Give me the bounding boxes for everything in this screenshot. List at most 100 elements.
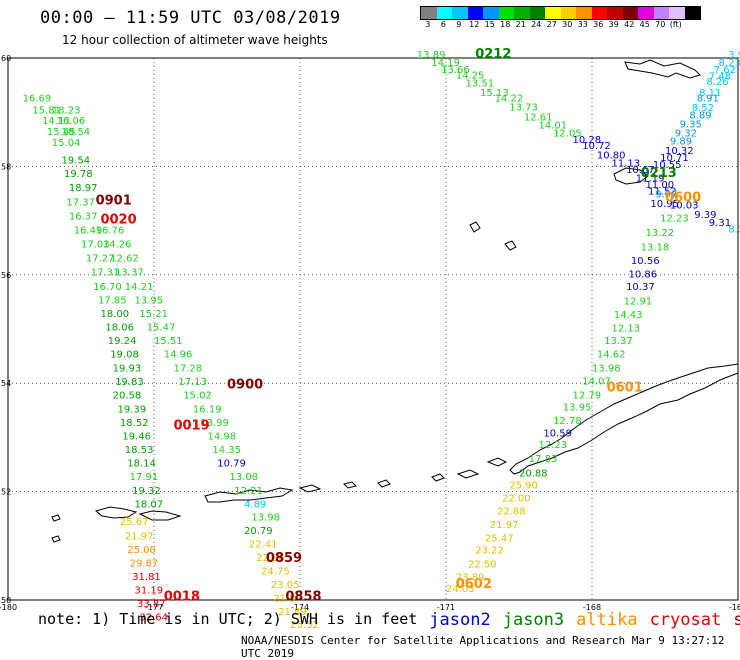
legend-label: 27	[546, 20, 557, 29]
wave-height-value: 22.00	[502, 493, 531, 504]
wave-height-value: 25.08	[127, 545, 156, 556]
wave-height-value: 17.37	[66, 197, 95, 208]
aleutian-chain-west-2	[138, 510, 182, 521]
wave-height-value: 9.97	[655, 189, 677, 200]
wave-height-value: 16.19	[193, 404, 222, 415]
color-legend: 3 6 9 12 15 18 21 24 27 30 33 36 39 42 45 70 (ft)	[420, 6, 701, 29]
footer-credit: NOAA/NESDIS Center for Satellite Applica…	[241, 634, 725, 660]
legend-label: 24	[531, 20, 542, 29]
wave-height-value: 13.66	[441, 65, 470, 76]
wave-height-value: 16.49	[74, 226, 103, 237]
legend-label: 21	[515, 20, 526, 29]
wave-height-value: 31.81	[132, 572, 161, 583]
wave-height-value: 10.80	[597, 150, 626, 161]
wave-height-value: 12.05	[553, 129, 582, 140]
wave-height-value: 12.23	[660, 214, 689, 225]
pass-time-label: 0859	[266, 551, 302, 566]
wave-height-value: 19.93	[113, 363, 142, 374]
satellite-name-jason2: jason2	[429, 610, 491, 630]
wave-height-value: 14.62	[597, 350, 626, 361]
aleutian-small-2	[51, 535, 61, 543]
wave-height-value: 19.78	[64, 169, 93, 180]
wave-height-value: 19.32	[132, 486, 161, 497]
wave-height-value: 7.62	[714, 65, 736, 76]
pass-time-label: 0900	[227, 378, 263, 393]
legend-swatch	[607, 7, 623, 19]
wave-height-value: 21.97	[125, 531, 154, 542]
wave-height-value: 3.98	[728, 50, 740, 61]
wave-height-value: 10.95	[650, 199, 679, 210]
wave-height-value: 19.54	[62, 156, 91, 167]
pass-time-label: 0901	[96, 193, 132, 208]
wave-height-value: 14.96	[164, 350, 193, 361]
wave-height-value: 15.45	[47, 127, 76, 138]
wave-height-value: 12.91	[624, 297, 653, 308]
pass-time-label: 0600	[665, 191, 701, 206]
wave-height-value: 19.46	[122, 432, 151, 443]
wave-height-value: 8.37	[728, 225, 740, 236]
wave-height-value: 14.07	[582, 376, 611, 387]
wave-height-value: 25.67	[120, 517, 149, 528]
wave-height-value: 15.47	[147, 323, 176, 334]
legend-swatch	[421, 7, 437, 19]
legend-swatch	[529, 7, 545, 19]
wave-height-value: 13.99	[200, 418, 229, 429]
legend-label: 12	[469, 20, 480, 29]
legend-swatch	[436, 7, 452, 19]
wave-height-value: 12.78	[553, 416, 582, 427]
wave-height-value: 14.98	[208, 432, 237, 443]
wave-height-value: 10.55	[653, 160, 682, 171]
wave-height-value: 16.06	[57, 116, 86, 127]
wave-height-value: 10.71	[660, 153, 689, 164]
pass-time-label: 0020	[100, 212, 136, 227]
legend-label: 42	[624, 20, 635, 29]
wave-height-value: 15.51	[154, 336, 183, 347]
legend-label: 30	[562, 20, 573, 29]
wave-height-value: 13.37	[604, 336, 633, 347]
wave-height-value: 14.22	[495, 93, 524, 104]
wave-height-value: 14.25	[456, 71, 485, 82]
wave-height-value: 21.87	[273, 594, 302, 605]
wave-height-value: 31.19	[135, 585, 164, 596]
y-tick-label: 50	[1, 596, 11, 605]
wave-height-value: 18.97	[69, 183, 98, 194]
legend-swatch	[591, 7, 607, 19]
wave-height-value: 17.27	[86, 253, 115, 264]
wave-height-value: 12.61	[524, 112, 553, 123]
wave-height-value: 13.95	[563, 402, 592, 413]
satellite-name-cryosat: cryosat	[649, 610, 722, 630]
wave-height-value: 12.13	[611, 324, 640, 335]
wave-height-value: 13.22	[646, 228, 675, 239]
wave-height-value: 18.07	[135, 499, 164, 510]
wave-height-value: 18.52	[120, 418, 149, 429]
satellite-name-s3a: s3a	[733, 610, 740, 630]
aleutian-2	[456, 469, 480, 479]
legend-label: 33	[577, 20, 588, 29]
wave-height-value: 12.62	[110, 253, 139, 264]
aleutian-3	[431, 473, 445, 482]
legend-color-bar	[420, 6, 701, 20]
x-tick-label: -174	[291, 603, 309, 612]
x-tick-label: -165	[729, 603, 740, 612]
wave-height-value: 22.41	[249, 539, 278, 550]
wave-height-value: 10.28	[573, 135, 602, 146]
wave-height-value: 13.95	[135, 296, 164, 307]
wave-height-value: 10.32	[665, 146, 694, 157]
wave-height-value: 13.37	[115, 267, 144, 278]
note-text: note: 1) Time is in UTC; 2) SWH is in fe…	[38, 610, 418, 628]
legend-label: 15	[484, 20, 495, 29]
legend-swatch	[560, 7, 576, 19]
wave-height-value: 21.97	[490, 520, 519, 531]
wave-height-value: 15.13	[480, 88, 509, 99]
wave-height-value: 19.08	[110, 350, 139, 361]
wave-height-value: 13.98	[251, 512, 280, 523]
wave-height-value: 10.67	[626, 165, 655, 176]
legend-swatch	[684, 7, 700, 19]
wave-height-value: 15.02	[183, 390, 212, 401]
pass-time-label: 0602	[456, 577, 492, 592]
wave-height-value: 25.47	[485, 533, 514, 544]
legend-swatch	[467, 7, 483, 19]
wave-height-value: 8.91	[697, 93, 719, 104]
wave-height-value: 15.04	[52, 138, 81, 149]
